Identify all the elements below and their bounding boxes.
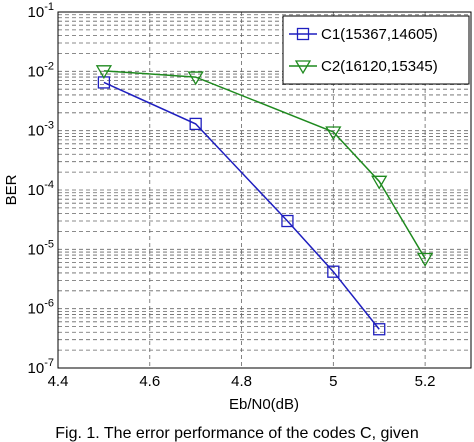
- y-tick-base: 10: [28, 301, 45, 318]
- y-tick-exponent: -4: [44, 179, 54, 191]
- series-line: [103, 81, 380, 330]
- marker: [373, 323, 386, 336]
- y-tick-base: 10: [28, 241, 45, 258]
- marker: [325, 126, 342, 141]
- y-tick-base: 10: [28, 4, 45, 21]
- y-tick-base: 10: [28, 182, 45, 199]
- y-tick-base: 10: [28, 63, 45, 80]
- y-tick-exponent: -1: [44, 1, 54, 13]
- marker: [187, 71, 204, 86]
- y-tick-label: 10-1: [28, 1, 54, 21]
- legend-label: C2(16120,15345): [321, 58, 438, 75]
- y-tick-exponent: -2: [44, 60, 54, 72]
- y-tick-label: 10-3: [28, 120, 54, 140]
- y-tick-label: 10-5: [28, 238, 54, 258]
- x-axis-label: Eb/N0(dB): [229, 396, 299, 413]
- marker: [327, 265, 340, 278]
- legend-marker: [294, 60, 312, 75]
- marker: [189, 117, 202, 131]
- y-tick-exponent: -6: [44, 298, 54, 310]
- marker: [371, 175, 388, 190]
- x-tick-label: 5.2: [415, 373, 436, 390]
- x-tick-label: 5: [329, 373, 337, 390]
- legend-box: [282, 15, 470, 85]
- y-tick-base: 10: [28, 123, 45, 140]
- caption: Fig. 1. The error performance of the cod…: [55, 425, 418, 442]
- series-line: [103, 70, 426, 259]
- y-tick-label: 10-2: [28, 60, 54, 80]
- marker: [281, 214, 294, 228]
- y-tick-base: 10: [28, 360, 45, 377]
- y-tick-exponent: -5: [44, 238, 54, 250]
- x-tick-label: 4.8: [231, 373, 252, 390]
- x-tick-label: 4.6: [139, 373, 160, 390]
- legend-marker: [296, 27, 310, 41]
- y-tick-label: 10-6: [28, 298, 54, 318]
- marker: [95, 65, 113, 80]
- plot-frame: [57, 11, 472, 369]
- y-axis-label: BER: [3, 174, 20, 205]
- y-tick-exponent: -7: [44, 357, 54, 369]
- marker: [416, 252, 434, 267]
- y-tick-exponent: -3: [44, 120, 54, 132]
- legend-label: C1(15367,14605): [321, 26, 438, 43]
- y-tick-label: 10-4: [28, 179, 54, 199]
- y-tick-label: 10-7: [28, 357, 54, 377]
- x-tick-label: 4.4: [48, 373, 69, 390]
